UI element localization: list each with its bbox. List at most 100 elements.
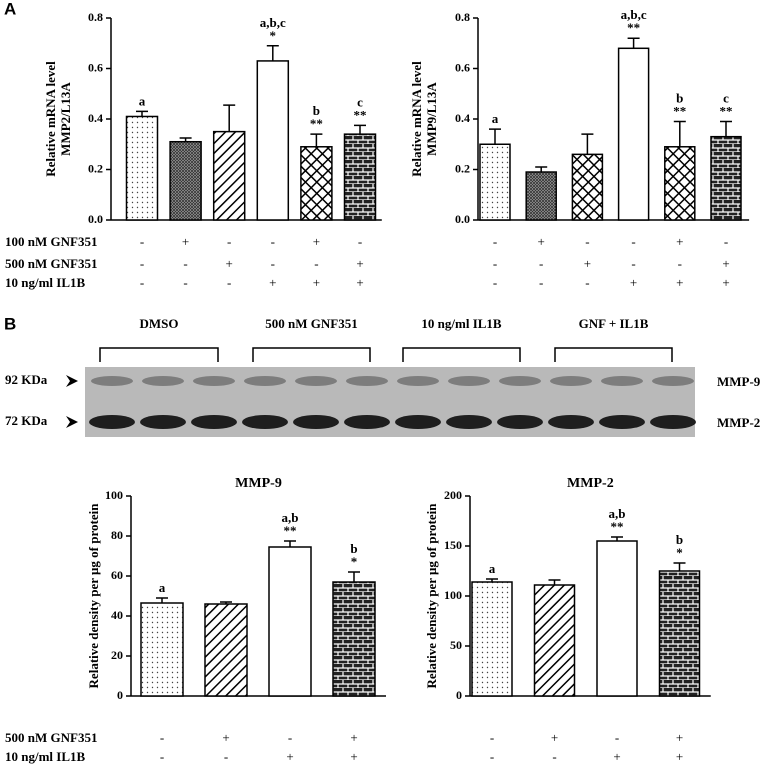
- error-bar: [535, 166, 548, 173]
- lane-group-label: DMSO: [140, 316, 179, 331]
- chart-title: MMP-9: [235, 476, 282, 491]
- band: [242, 415, 288, 429]
- treatment-sign: -: [490, 730, 494, 745]
- treatment-sign: +: [356, 275, 363, 290]
- bar: [617, 47, 650, 221]
- treatment-sign: -: [615, 730, 619, 745]
- significance-stars: **: [284, 523, 297, 538]
- treatment-sign: +: [538, 234, 545, 249]
- y-tick-label: 100: [444, 588, 462, 602]
- treatment-sign: +: [350, 730, 357, 745]
- size-marker: 72 KDa: [5, 413, 48, 428]
- error-bar: [486, 578, 498, 582]
- bracket: [402, 347, 521, 362]
- y-tick-label: 0.8: [88, 10, 103, 24]
- bar: [169, 140, 202, 221]
- error-bar: [284, 540, 296, 547]
- treatment-sign: +: [226, 256, 233, 271]
- significance-stars: **: [611, 519, 624, 534]
- group-letters: a: [489, 561, 496, 576]
- y-tick-label: 0.0: [455, 212, 470, 226]
- error-bar: [179, 137, 192, 142]
- band: [91, 376, 133, 386]
- group-letters: a: [492, 111, 499, 126]
- treatment-sign: -: [140, 256, 144, 271]
- bar: [256, 60, 290, 221]
- y-axis-label: MMP2/L13A: [58, 82, 73, 156]
- band: [293, 415, 339, 429]
- treatment-sign: -: [160, 749, 164, 764]
- group-letters: a: [159, 580, 166, 595]
- treatment-sign: +: [286, 749, 293, 764]
- band: [599, 415, 645, 429]
- bar: [571, 153, 604, 221]
- group-letters: a: [139, 93, 146, 108]
- error-bar: [673, 120, 686, 147]
- y-tick-label: 0.8: [455, 10, 470, 24]
- bar: [140, 602, 184, 697]
- treatment-sign: +: [551, 730, 558, 745]
- y-tick-label: 0.2: [455, 161, 470, 175]
- marker-arrow: [66, 416, 78, 428]
- bar: [332, 581, 376, 697]
- size-marker: 92 KDa: [5, 372, 48, 387]
- band: [344, 415, 390, 429]
- treatment-sign: -: [227, 275, 231, 290]
- treatment-sign: -: [539, 275, 543, 290]
- band: [448, 376, 490, 386]
- lane-group-label: GNF + IL1B: [579, 316, 649, 331]
- treatment-sign: +: [722, 275, 729, 290]
- band: [89, 415, 135, 429]
- band: [346, 376, 388, 386]
- error-bar: [156, 597, 168, 603]
- band: [446, 415, 492, 429]
- group-letters: b: [350, 541, 357, 556]
- y-tick-label: 80: [111, 528, 123, 542]
- bar: [125, 115, 159, 221]
- error-bar: [310, 133, 323, 147]
- group-letters: b: [676, 91, 683, 106]
- treatment-label: 10 ng/ml IL1B: [5, 749, 86, 764]
- treatment-sign: -: [227, 234, 231, 249]
- y-axis-label: Relative density per μg of protein: [424, 503, 439, 689]
- band: [191, 415, 237, 429]
- treatment-sign: +: [676, 730, 683, 745]
- y-tick-label: 0: [456, 688, 462, 702]
- treatment-sign: -: [678, 256, 682, 271]
- group-letters: a,b,c: [260, 15, 286, 30]
- treatment-label: 10 ng/ml IL1B: [5, 275, 86, 290]
- bar: [343, 133, 377, 221]
- treatment-sign: +: [313, 275, 320, 290]
- bar: [533, 584, 576, 697]
- treatment-sign: -: [140, 275, 144, 290]
- y-tick-label: 0.0: [88, 212, 103, 226]
- group-letters: b: [676, 532, 683, 547]
- treatment-sign: -: [585, 234, 589, 249]
- error-bar: [220, 601, 232, 604]
- marker-arrow: [66, 375, 78, 387]
- treatment-sign: +: [676, 275, 683, 290]
- lane-group-label: 10 ng/ml IL1B: [421, 316, 502, 331]
- band-label: MMP-2: [717, 415, 760, 430]
- significance-stars: **: [310, 116, 323, 131]
- treatment-sign: +: [676, 234, 683, 249]
- treatment-sign: -: [288, 730, 292, 745]
- lane-group-label: 500 nM GNF351: [265, 316, 357, 331]
- blot-image: [85, 367, 695, 437]
- treatment-sign: +: [630, 275, 637, 290]
- y-tick-label: 0.6: [455, 60, 470, 74]
- chart-title: MMP-2: [567, 476, 614, 491]
- treatment-sign: +: [222, 730, 229, 745]
- band: [548, 415, 594, 429]
- error-bar: [611, 536, 623, 541]
- y-tick-label: 40: [111, 608, 123, 622]
- treatment-sign: -: [160, 730, 164, 745]
- bar: [212, 130, 246, 221]
- band: [140, 415, 186, 429]
- group-letters: c: [723, 91, 729, 106]
- bar: [204, 603, 248, 697]
- bar: [300, 146, 333, 221]
- bracket: [554, 347, 673, 362]
- treatment-sign: -: [539, 256, 543, 271]
